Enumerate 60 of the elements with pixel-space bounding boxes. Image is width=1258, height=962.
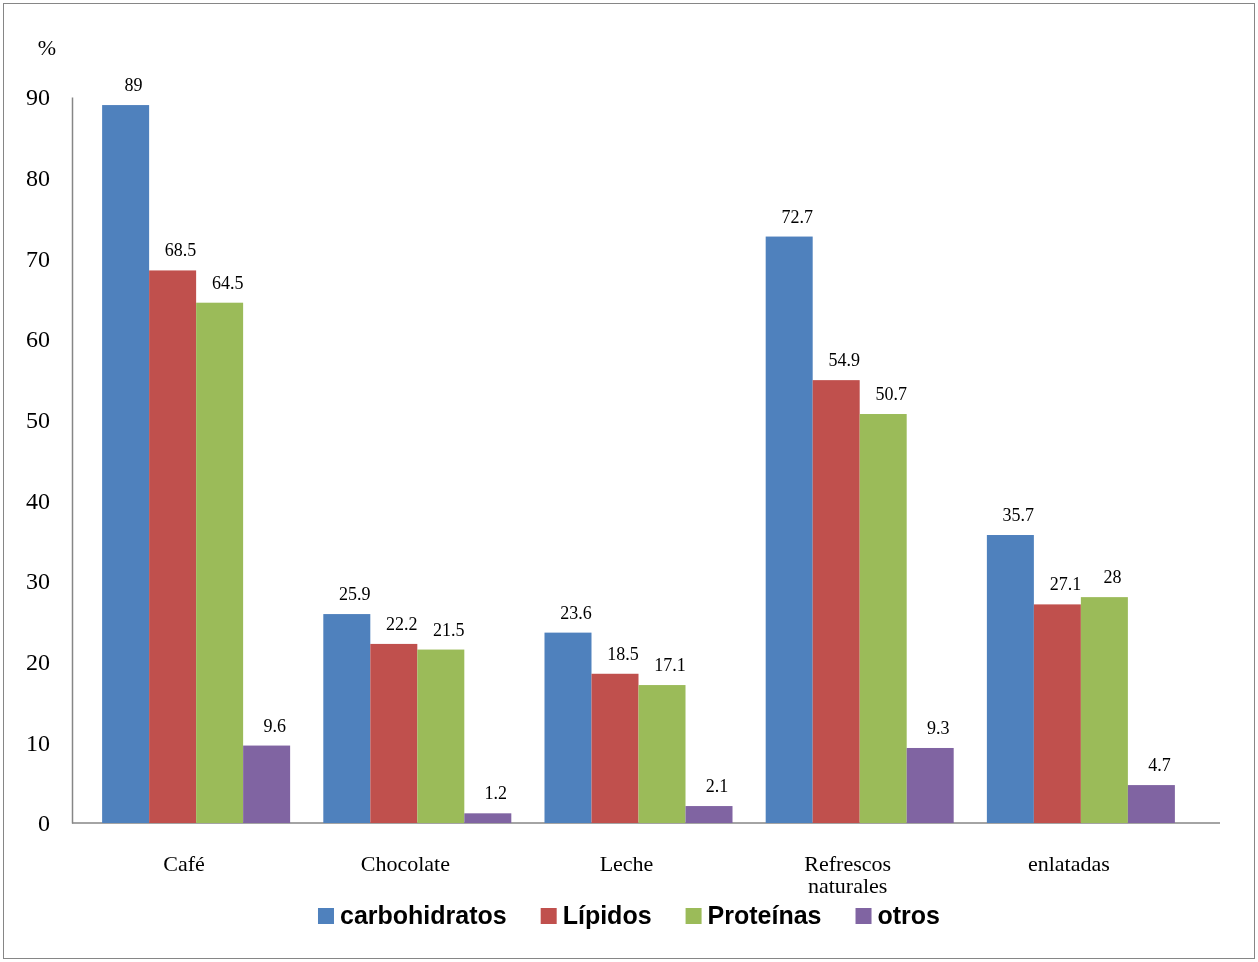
data-label: 54.9 — [828, 350, 860, 371]
data-label: 28 — [1103, 567, 1122, 588]
bar — [102, 105, 150, 823]
data-label: 50.7 — [875, 384, 907, 405]
y-tick-label: 30 — [26, 568, 50, 595]
y-tick-label: 40 — [26, 487, 50, 514]
x-tick-label: Refrescos naturales — [804, 851, 892, 898]
bar — [544, 632, 592, 823]
bar — [196, 302, 244, 823]
data-label: 68.5 — [164, 240, 197, 261]
bar — [323, 614, 371, 823]
x-tick-label: enlatadas — [1027, 851, 1110, 876]
y-tick-label: 10 — [26, 729, 50, 756]
bar — [591, 673, 639, 823]
data-label: 22.2 — [386, 613, 418, 634]
data-label: 9.6 — [263, 715, 286, 736]
data-label: 23.6 — [560, 602, 592, 623]
bar — [859, 414, 907, 823]
data-label: 2.1 — [705, 776, 729, 797]
data-label: 21.5 — [433, 619, 465, 640]
bar — [1127, 785, 1175, 823]
y-tick-label: 90 — [26, 84, 50, 111]
y-tick-label: 20 — [26, 648, 50, 675]
data-label: 4.7 — [1148, 755, 1171, 776]
y-tick-label: 70 — [26, 245, 50, 272]
bar — [812, 380, 860, 823]
bar — [464, 813, 512, 823]
bar — [1033, 604, 1081, 823]
y-tick-label: 0 — [38, 810, 50, 837]
x-tick-label: Café — [163, 851, 205, 876]
legend-label: Lípidos — [562, 901, 652, 929]
y-tick-label: 80 — [26, 164, 50, 191]
data-label: 25.9 — [339, 584, 371, 605]
y-tick-label: 50 — [26, 406, 50, 433]
bar — [417, 649, 465, 823]
legend-label: carbohidratos — [339, 901, 507, 929]
data-label: 27.1 — [1049, 574, 1082, 595]
bar — [906, 747, 954, 823]
data-label: 72.7 — [781, 206, 813, 227]
x-tick-label: Leche — [599, 851, 654, 876]
bar — [149, 270, 197, 823]
bar — [1080, 597, 1128, 823]
legend-label: Proteínas — [707, 901, 822, 929]
bar — [685, 806, 733, 823]
bar — [986, 535, 1034, 823]
data-label: 89 — [124, 75, 143, 96]
bar — [765, 236, 813, 823]
data-label: 1.2 — [484, 783, 508, 804]
data-label: 9.3 — [926, 717, 950, 738]
y-axis-title: % — [37, 35, 57, 60]
bar — [638, 685, 686, 823]
bar — [370, 643, 418, 823]
data-label: 64.5 — [211, 272, 244, 293]
data-label: 17.1 — [654, 655, 686, 676]
data-label: 35.7 — [1002, 505, 1035, 526]
data-label: 18.5 — [607, 643, 639, 664]
y-tick-label: 60 — [26, 326, 50, 353]
bar — [243, 745, 291, 823]
x-tick-label: Chocolate — [360, 851, 450, 876]
legend-label: otros — [877, 901, 941, 929]
